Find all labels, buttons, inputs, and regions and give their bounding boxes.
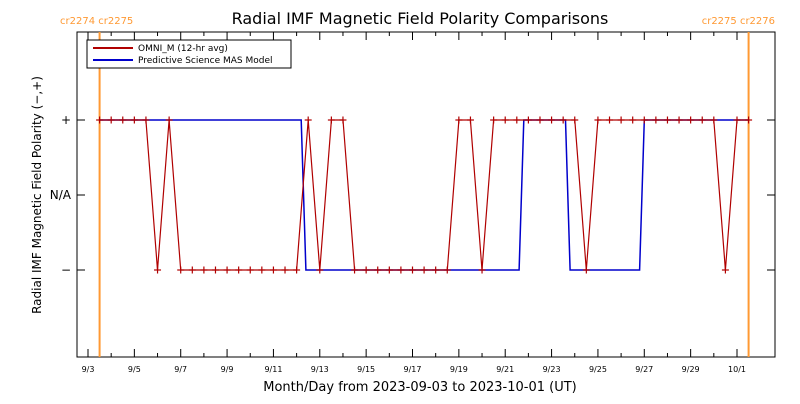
x-tick-label: 10/1 xyxy=(728,365,746,374)
data-point-omni xyxy=(339,116,347,124)
data-point-omni xyxy=(559,116,567,124)
data-point-omni xyxy=(652,116,660,124)
x-axis-label: Month/Day from 2023-09-03 to 2023-10-01 … xyxy=(263,380,576,395)
data-point-omni xyxy=(524,116,532,124)
x-tick-label: 9/15 xyxy=(357,365,375,374)
x-tick-label: 9/7 xyxy=(174,365,187,374)
data-point-omni xyxy=(617,116,625,124)
data-point-omni xyxy=(443,266,451,274)
data-point-omni xyxy=(548,116,556,124)
data-point-omni xyxy=(351,266,359,274)
legend-mas-label: Predictive Science MAS Model xyxy=(138,56,273,66)
data-point-omni xyxy=(327,116,335,124)
x-tick-label: 9/3 xyxy=(82,365,95,374)
data-point-omni xyxy=(745,116,753,124)
data-point-omni xyxy=(246,266,254,274)
data-point-omni xyxy=(385,266,393,274)
data-point-omni xyxy=(374,266,382,274)
data-point-omni xyxy=(269,266,277,274)
data-point-omni xyxy=(687,116,695,124)
y-tick-label: − xyxy=(61,263,71,277)
data-point-omni xyxy=(710,116,718,124)
x-tick-label: 9/29 xyxy=(682,365,700,374)
x-tick-label: 9/23 xyxy=(543,365,561,374)
y-tick-label: N/A xyxy=(50,188,72,202)
data-point-omni xyxy=(675,116,683,124)
data-point-omni xyxy=(130,116,138,124)
data-point-omni xyxy=(165,116,173,124)
data-point-omni xyxy=(397,266,405,274)
data-point-omni xyxy=(258,266,266,274)
data-point-omni xyxy=(223,266,231,274)
data-point-omni xyxy=(629,116,637,124)
data-point-omni xyxy=(281,266,289,274)
data-point-omni xyxy=(698,116,706,124)
data-point-omni xyxy=(200,266,208,274)
data-point-omni xyxy=(154,266,162,274)
data-point-omni xyxy=(663,116,671,124)
data-point-omni xyxy=(188,266,196,274)
x-tick-label: 9/11 xyxy=(264,365,282,374)
data-point-omni xyxy=(640,116,648,124)
x-tick-label: 9/25 xyxy=(589,365,607,374)
y-axis-label: Radial IMF Magnetic Field Polarity (−,+) xyxy=(30,76,44,314)
chart-title: Radial IMF Magnetic Field Polarity Compa… xyxy=(232,9,609,28)
top-right-rotation-label: cr2275 cr2276 xyxy=(702,16,775,27)
data-point-omni xyxy=(119,116,127,124)
y-tick-label: + xyxy=(61,113,71,127)
data-point-omni xyxy=(501,116,509,124)
data-point-omni xyxy=(432,266,440,274)
x-axis: 9/3 9/5 9/7 9/9 9/11 9/13 9/15 9/17 9/19 9/21 9/23… xyxy=(82,32,746,374)
x-tick-label: 9/27 xyxy=(635,365,653,374)
data-point-omni xyxy=(316,266,324,274)
rotation-lines xyxy=(98,32,750,357)
data-point-omni xyxy=(513,116,521,124)
data-point-omni xyxy=(420,266,428,274)
data-point-omni xyxy=(466,116,474,124)
x-tick-label: 9/13 xyxy=(311,365,329,374)
data-point-omni xyxy=(142,116,150,124)
data-point-omni xyxy=(582,266,590,274)
top-left-rotation-label: cr2274 cr2275 xyxy=(60,16,133,27)
data-point-omni xyxy=(733,116,741,124)
x-tick-label: 9/9 xyxy=(221,365,234,374)
legend: OMNI_M (12-hr avg) Predictive Science MA… xyxy=(86,39,292,69)
data-point-omni xyxy=(721,266,729,274)
x-tick-label: 9/19 xyxy=(450,365,468,374)
data-point-omni xyxy=(606,116,614,124)
legend-omni-label: OMNI_M (12-hr avg) xyxy=(138,44,228,54)
legend-box xyxy=(86,39,292,69)
data-point-omni xyxy=(96,116,104,124)
data-point-omni xyxy=(409,266,416,274)
data-point-omni xyxy=(455,116,463,124)
data-point-omni xyxy=(571,116,579,124)
x-tick-label: 9/21 xyxy=(496,365,514,374)
data-point-omni xyxy=(293,266,301,274)
x-tick-label: 9/17 xyxy=(404,365,422,374)
data-point-omni xyxy=(594,116,602,124)
data-point-omni xyxy=(177,266,185,274)
data-point-omni xyxy=(490,116,498,124)
data-point-omni xyxy=(211,266,219,274)
data-point-omni xyxy=(304,116,312,124)
series-layer xyxy=(96,116,753,274)
data-point-omni xyxy=(536,116,544,124)
y-axis: − N/A + xyxy=(50,113,775,277)
data-point-omni xyxy=(478,266,486,274)
data-point-omni xyxy=(107,116,115,124)
data-point-omni xyxy=(362,266,370,274)
data-point-omni xyxy=(235,266,243,274)
x-tick-label: 9/5 xyxy=(128,365,141,374)
